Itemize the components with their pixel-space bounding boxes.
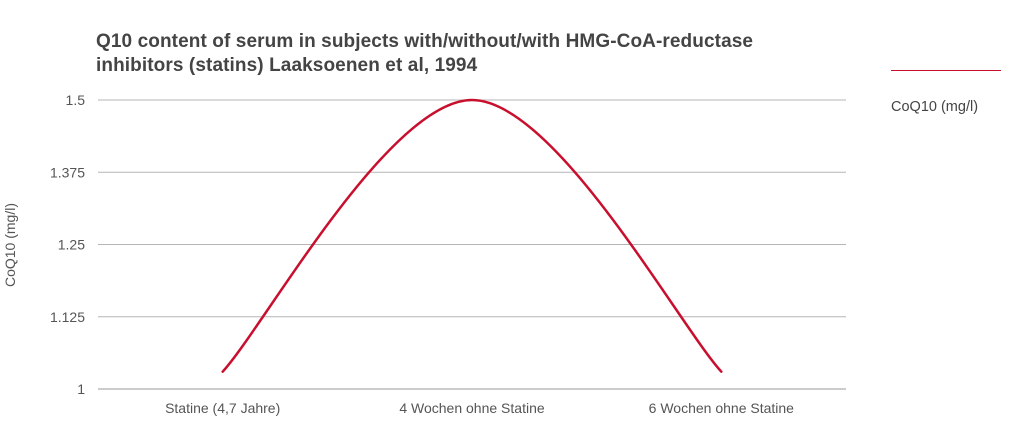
y-axis-label: CoQ10 (mg/l) [2,203,18,287]
y-tick-label: 1.125 [50,309,85,325]
x-tick-labels: Statine (4,7 Jahre) 4 Wochen ohne Statine… [165,400,794,416]
x-tick-label: 6 Wochen ohne Statine [649,400,795,416]
legend: CoQ10 (mg/l) [884,64,1006,124]
x-tick-label: Statine (4,7 Jahre) [165,400,280,416]
y-tick-label: 1 [77,381,85,397]
y-tick-labels: 1 1.125 1.25 1.375 1.5 [50,92,85,397]
series-lines [221,98,723,373]
chart-title: Q10 content of serum in subjects with/wi… [96,31,754,76]
legend-line-swatch [891,70,1001,71]
y-tick-label: 1.375 [50,164,85,180]
x-tick-label: 4 Wochen ohne Statine [399,400,545,416]
y-tick-label: 1.5 [66,92,86,108]
y-tick-label: 1.25 [58,237,85,253]
legend-label: CoQ10 (mg/l) [891,99,979,115]
series-line [221,98,723,373]
gridlines [98,99,846,390]
